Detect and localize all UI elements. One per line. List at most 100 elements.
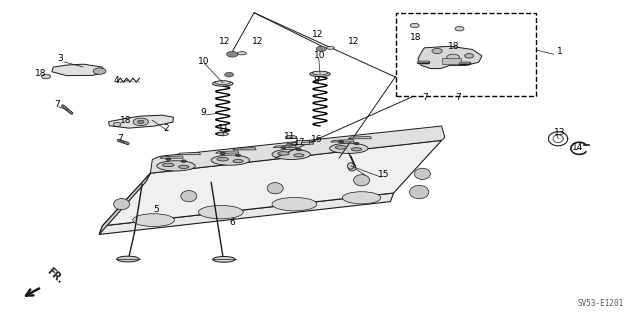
Circle shape xyxy=(227,51,238,57)
Text: 7: 7 xyxy=(422,93,428,102)
Polygon shape xyxy=(216,151,239,153)
Polygon shape xyxy=(99,193,394,234)
Circle shape xyxy=(133,118,148,126)
Ellipse shape xyxy=(157,161,195,171)
Text: 3: 3 xyxy=(58,54,63,63)
Text: 12: 12 xyxy=(348,37,360,46)
Circle shape xyxy=(220,152,225,155)
Circle shape xyxy=(354,142,359,145)
Ellipse shape xyxy=(180,190,197,202)
Polygon shape xyxy=(348,137,371,139)
Ellipse shape xyxy=(353,175,370,186)
Circle shape xyxy=(455,26,464,31)
Text: 14: 14 xyxy=(572,143,583,152)
Circle shape xyxy=(113,122,121,126)
Text: 10: 10 xyxy=(198,57,210,66)
Circle shape xyxy=(410,23,419,28)
Circle shape xyxy=(42,74,51,79)
Text: 7: 7 xyxy=(54,100,60,109)
Ellipse shape xyxy=(410,185,429,199)
Ellipse shape xyxy=(285,136,297,139)
Ellipse shape xyxy=(342,192,381,204)
Circle shape xyxy=(281,146,286,149)
Ellipse shape xyxy=(348,163,354,169)
Polygon shape xyxy=(273,145,296,148)
Ellipse shape xyxy=(116,256,140,262)
Ellipse shape xyxy=(335,145,347,149)
Text: 2: 2 xyxy=(163,124,169,133)
Text: 12: 12 xyxy=(312,30,323,39)
Text: 10: 10 xyxy=(314,51,325,60)
Text: 4: 4 xyxy=(114,76,120,85)
Ellipse shape xyxy=(198,205,243,219)
Circle shape xyxy=(138,120,144,123)
Bar xyxy=(442,58,461,64)
Polygon shape xyxy=(99,173,150,234)
Text: 7: 7 xyxy=(456,93,461,102)
Text: 17: 17 xyxy=(294,138,306,147)
Ellipse shape xyxy=(326,47,335,49)
Circle shape xyxy=(286,143,292,146)
Text: 6: 6 xyxy=(229,218,235,227)
Circle shape xyxy=(93,68,106,74)
Ellipse shape xyxy=(179,165,189,168)
Polygon shape xyxy=(291,142,314,144)
Text: SV53-E1201: SV53-E1201 xyxy=(578,299,624,308)
Circle shape xyxy=(166,158,171,160)
Text: 12: 12 xyxy=(219,37,230,46)
Ellipse shape xyxy=(212,81,233,86)
Ellipse shape xyxy=(215,81,230,85)
Text: 18: 18 xyxy=(448,42,460,51)
Text: FR.: FR. xyxy=(45,266,65,285)
Ellipse shape xyxy=(212,256,236,262)
Polygon shape xyxy=(331,140,354,142)
Text: 9: 9 xyxy=(200,108,206,117)
Text: 11: 11 xyxy=(218,124,229,133)
Ellipse shape xyxy=(237,52,246,55)
Ellipse shape xyxy=(351,148,362,151)
Bar xyxy=(296,140,309,144)
Text: 18: 18 xyxy=(410,33,421,42)
Circle shape xyxy=(236,154,241,157)
Text: 18: 18 xyxy=(120,116,132,125)
Circle shape xyxy=(465,54,474,58)
Circle shape xyxy=(296,148,301,151)
Text: 13: 13 xyxy=(554,128,565,137)
Ellipse shape xyxy=(312,71,328,75)
Polygon shape xyxy=(233,148,256,150)
Circle shape xyxy=(432,48,442,54)
Text: 18: 18 xyxy=(35,69,47,78)
Ellipse shape xyxy=(268,182,283,194)
Text: 1: 1 xyxy=(557,47,563,56)
Ellipse shape xyxy=(415,168,431,179)
Text: 11: 11 xyxy=(284,132,296,141)
Ellipse shape xyxy=(294,154,304,157)
Polygon shape xyxy=(177,152,200,155)
Ellipse shape xyxy=(272,149,310,160)
Ellipse shape xyxy=(217,158,228,161)
Ellipse shape xyxy=(310,71,330,77)
Ellipse shape xyxy=(211,155,250,165)
Ellipse shape xyxy=(133,214,174,226)
Polygon shape xyxy=(160,156,183,158)
Text: 15: 15 xyxy=(378,170,389,179)
Ellipse shape xyxy=(330,143,368,153)
Text: 12: 12 xyxy=(252,37,263,46)
Ellipse shape xyxy=(217,132,228,136)
Text: 7: 7 xyxy=(117,134,123,143)
Ellipse shape xyxy=(348,164,356,171)
Bar xyxy=(396,13,536,96)
Ellipse shape xyxy=(278,152,289,155)
Circle shape xyxy=(316,46,326,51)
Ellipse shape xyxy=(163,163,174,167)
Text: 8: 8 xyxy=(314,76,319,85)
Polygon shape xyxy=(52,64,105,76)
Polygon shape xyxy=(102,140,442,226)
Circle shape xyxy=(181,160,186,162)
Circle shape xyxy=(339,140,344,143)
Text: 5: 5 xyxy=(154,205,159,214)
Circle shape xyxy=(225,72,234,77)
Ellipse shape xyxy=(272,197,317,211)
Polygon shape xyxy=(150,126,445,173)
Polygon shape xyxy=(418,46,482,69)
